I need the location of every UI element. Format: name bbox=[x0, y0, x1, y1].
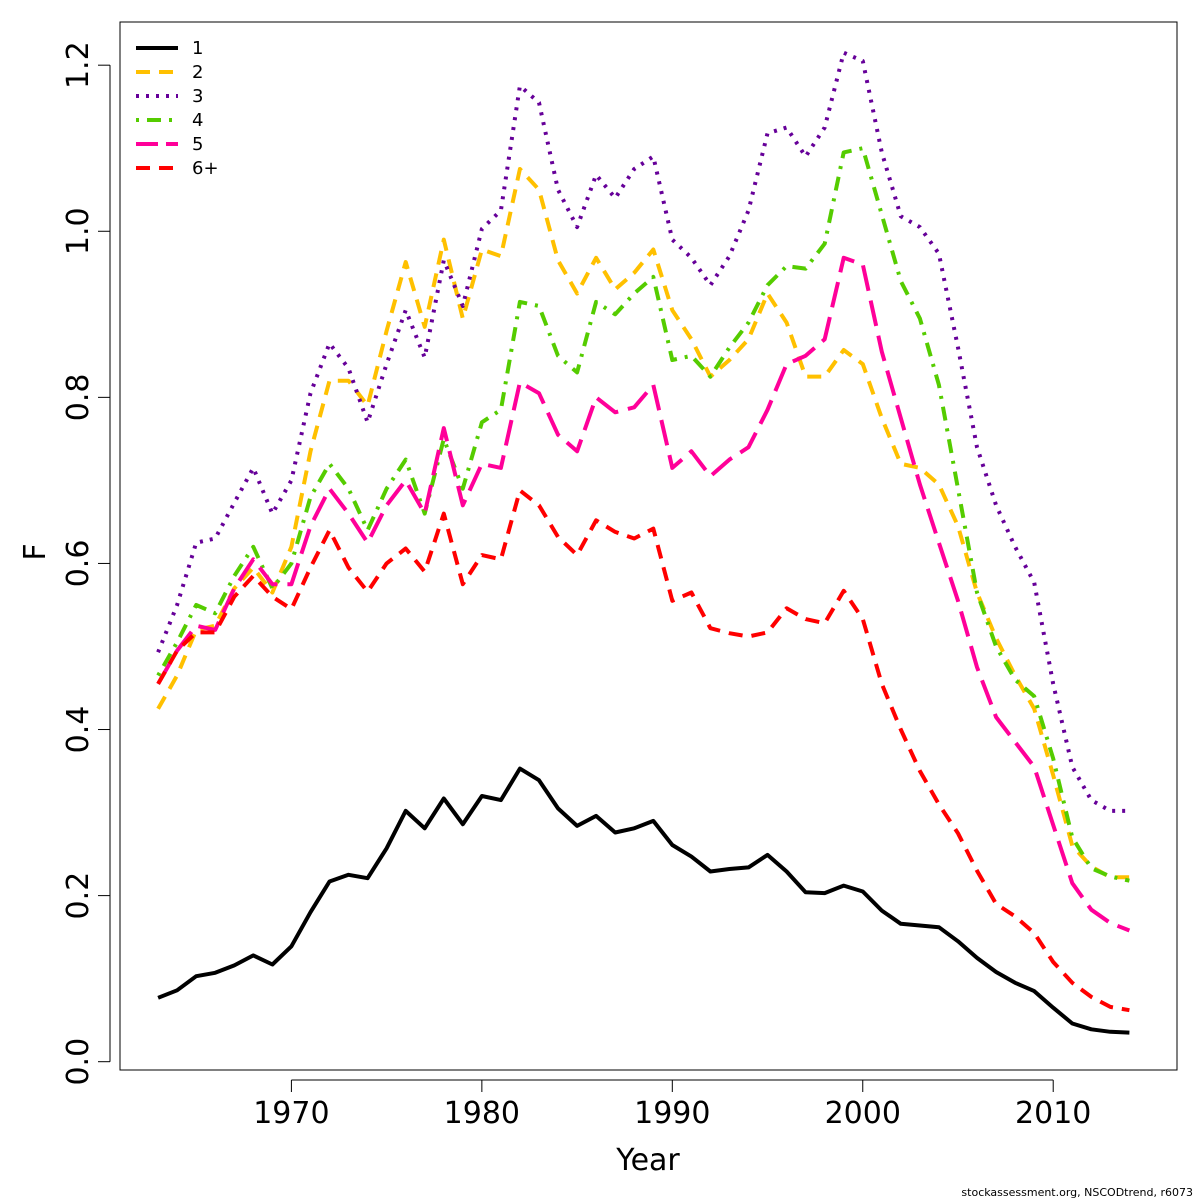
series-line-3 bbox=[156, 50, 1130, 813]
y-tick-label: 0.6 bbox=[61, 540, 96, 588]
series-line-5 bbox=[156, 255, 1131, 933]
plot-frame bbox=[119, 21, 1178, 1071]
y-tick-label: 0.4 bbox=[61, 706, 96, 754]
y-tick-label: 0.8 bbox=[61, 373, 96, 421]
series-line-2 bbox=[156, 167, 1130, 880]
legend-label: 2 bbox=[192, 62, 203, 83]
series-line-4 bbox=[156, 146, 1130, 883]
y-tick-label: 1.2 bbox=[61, 41, 96, 89]
legend: 1 2 3 4 5 6+ bbox=[136, 38, 219, 179]
x-tick-label: 1990 bbox=[634, 1096, 710, 1131]
x-tick-label: 1970 bbox=[253, 1096, 329, 1131]
x-axis: 1970 1980 1990 2000 2010 bbox=[253, 1079, 1091, 1131]
footnote: stockassessment.org, NSCODtrend, r6073 bbox=[961, 1186, 1193, 1199]
y-tick-label: 0.2 bbox=[61, 872, 96, 920]
y-tick-label: 0.0 bbox=[61, 1038, 96, 1086]
series-line-6plus bbox=[156, 488, 1130, 1013]
legend-label: 3 bbox=[192, 86, 203, 107]
x-tick-label: 2010 bbox=[1015, 1096, 1091, 1131]
legend-label: 4 bbox=[192, 110, 203, 131]
y-axis: 0.0 0.2 0.4 0.6 0.8 1.0 1.2 bbox=[61, 41, 111, 1086]
series-layer bbox=[156, 50, 1131, 1035]
y-axis-title: F bbox=[18, 543, 53, 560]
x-tick-label: 1980 bbox=[444, 1096, 520, 1131]
legend-label: 5 bbox=[192, 134, 203, 155]
x-tick-label: 2000 bbox=[825, 1096, 901, 1131]
x-axis-title: Year bbox=[615, 1143, 680, 1178]
y-tick-label: 1.0 bbox=[61, 207, 96, 255]
legend-label: 6+ bbox=[192, 158, 219, 179]
series-line-1 bbox=[157, 766, 1130, 1035]
legend-label: 1 bbox=[192, 38, 203, 59]
